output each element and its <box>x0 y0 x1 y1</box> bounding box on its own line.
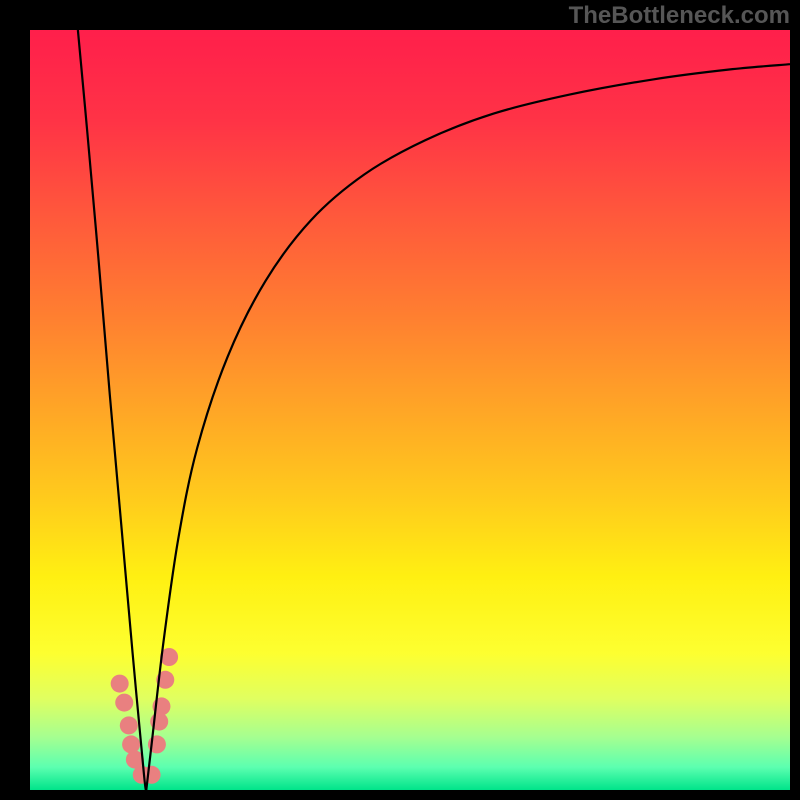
data-marker <box>120 716 138 734</box>
data-marker <box>111 675 129 693</box>
plot-svg <box>30 30 790 790</box>
chart-container: TheBottleneck.com <box>0 0 800 800</box>
gradient-background <box>30 30 790 790</box>
plot-area <box>30 30 790 790</box>
data-marker <box>115 694 133 712</box>
data-marker <box>122 735 140 753</box>
watermark-text: TheBottleneck.com <box>569 2 790 30</box>
